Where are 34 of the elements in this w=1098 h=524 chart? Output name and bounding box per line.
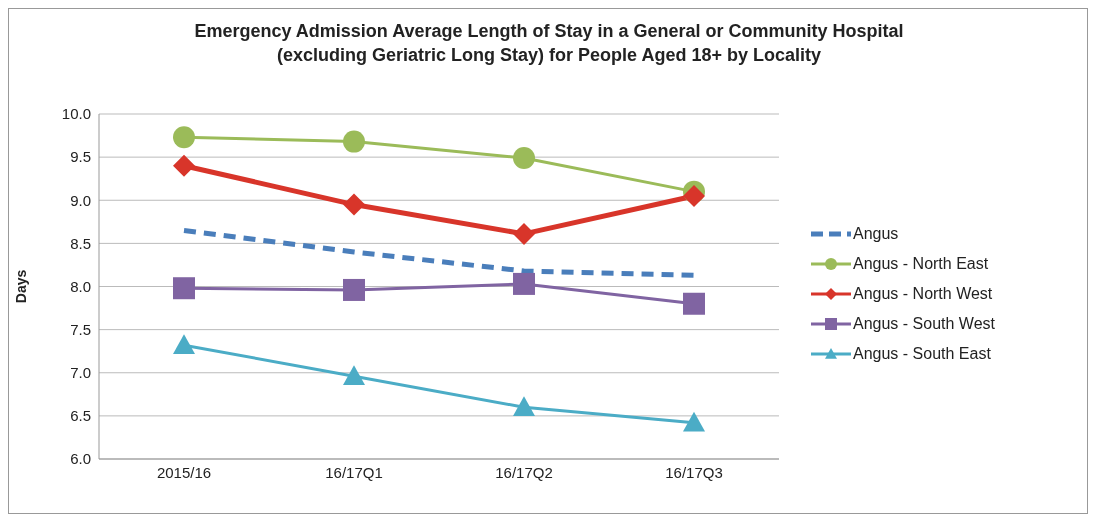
x-tick-label: 2015/16 (156, 463, 212, 481)
legend-label: Angus - North East (853, 255, 989, 273)
point (173, 334, 195, 354)
point (173, 277, 195, 300)
y-axis-title: Days (12, 269, 29, 304)
y-tick-label: 8.0 (70, 277, 91, 295)
point (513, 146, 535, 169)
y-tick-label: 10.0 (61, 105, 91, 123)
y-tick-label: 6.5 (70, 407, 91, 425)
y-tick-label: 7.0 (70, 364, 91, 382)
point (173, 154, 195, 177)
point (343, 365, 365, 385)
y-tick-label: 7.5 (70, 320, 91, 338)
point (513, 272, 535, 295)
y-tick-label: 6.0 (70, 450, 91, 468)
x-tick-label: 16/17Q1 (325, 463, 383, 481)
x-tick-label: 16/17Q2 (495, 463, 553, 481)
y-tick-label: 9.0 (70, 191, 91, 209)
x-tick-label: 16/17Q3 (665, 463, 723, 481)
y-tick-label: 9.5 (70, 148, 91, 166)
point (343, 193, 365, 216)
legend-label: Angus - South West (853, 315, 995, 333)
legend-label: Angus - North West (853, 285, 993, 303)
point (683, 292, 705, 315)
chart-title: Emergency Admission Average Length of Stay in a General or Community Hospital (excluding Geriatric Long Stay) for People Aged 18+ by Locality (193, 20, 905, 67)
point (173, 126, 195, 149)
point (513, 222, 535, 245)
point (513, 396, 535, 417)
point (343, 278, 365, 301)
legend-label: Angus (853, 225, 899, 243)
y-tick-label: 8.5 (70, 234, 91, 252)
legend-label: Angus - South East (853, 345, 991, 363)
point (683, 411, 705, 432)
point (343, 130, 365, 153)
